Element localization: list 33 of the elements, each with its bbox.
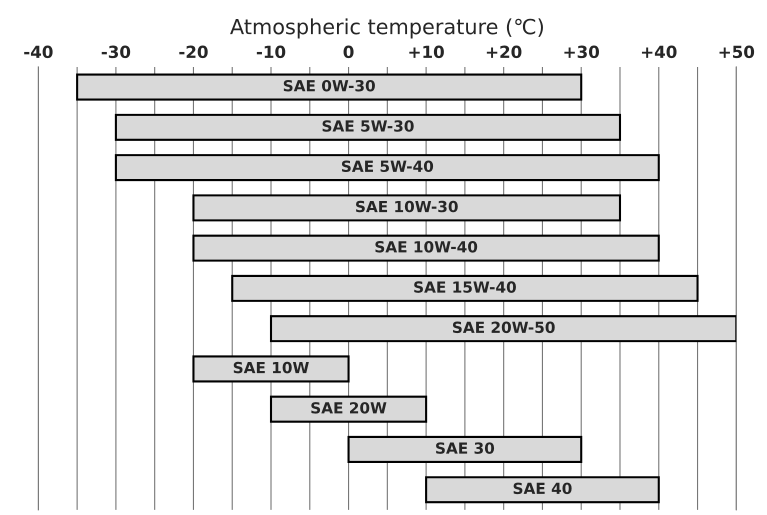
bar bbox=[76, 74, 582, 101]
x-tick-label: 0 bbox=[344, 46, 354, 58]
x-tick-label: -20 bbox=[179, 46, 208, 58]
x-tick-label: +30 bbox=[564, 46, 599, 58]
y-tick-label: SAE 5W-30 bbox=[322, 120, 414, 132]
y-tick-label: SAE 0W-30 bbox=[284, 80, 375, 92]
y-tick-label: SAE 30 bbox=[436, 442, 494, 454]
x-tick-label: +10 bbox=[409, 46, 444, 58]
x-tick-label: +20 bbox=[486, 46, 522, 58]
x-tick-label: +50 bbox=[720, 46, 754, 58]
bar bbox=[192, 234, 660, 262]
y-tick-label: SAE 10W bbox=[234, 362, 309, 374]
x-tick-label: -40 bbox=[24, 46, 53, 58]
x-axis-title: Atmospheric temperature (℃) bbox=[230, 18, 543, 38]
bar bbox=[348, 436, 582, 463]
bar bbox=[270, 396, 428, 423]
y-tick-label: SAE 15W-40 bbox=[414, 281, 516, 293]
x-tick-label: -10 bbox=[256, 46, 286, 58]
x-tick-label: -30 bbox=[102, 46, 130, 58]
y-tick-label: SAE 10W-30 bbox=[356, 200, 458, 212]
bar bbox=[270, 315, 736, 342]
bar bbox=[425, 476, 660, 504]
bar bbox=[192, 194, 622, 222]
y-tick-label: SAE 20W-50 bbox=[452, 322, 555, 334]
y-tick-label: SAE 5W-40 bbox=[342, 160, 434, 172]
x-tick-label: +40 bbox=[642, 46, 677, 58]
bar bbox=[192, 355, 350, 382]
y-tick-label: SAE 20W bbox=[311, 402, 386, 414]
y-tick-label: SAE 40 bbox=[514, 482, 572, 494]
y-tick-label: SAE 10W-40 bbox=[375, 241, 478, 253]
bar bbox=[231, 274, 699, 302]
bar bbox=[114, 114, 622, 141]
bar bbox=[114, 154, 660, 182]
